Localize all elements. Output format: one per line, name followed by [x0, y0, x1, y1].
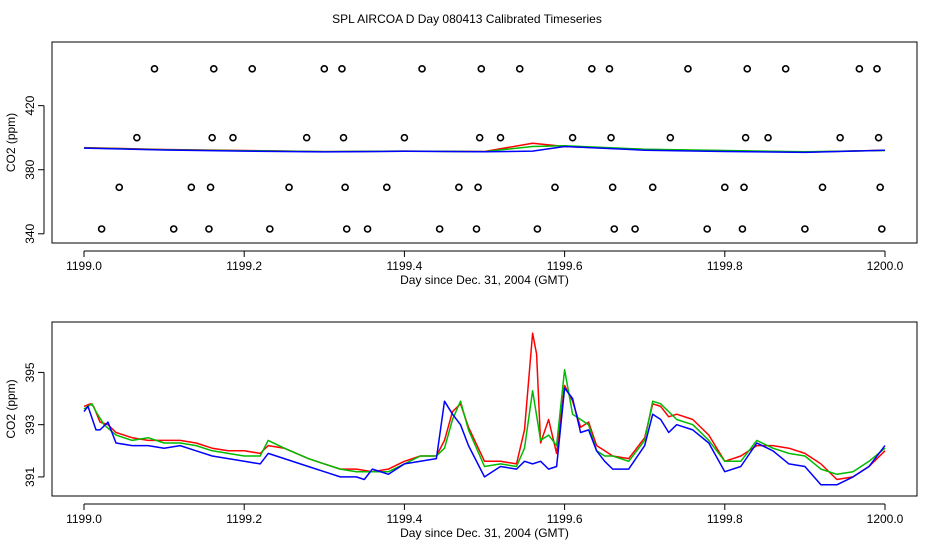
data-point-marker: [169, 225, 178, 233]
data-point-marker: [341, 183, 349, 192]
data-point-marker: [382, 183, 391, 192]
y-tick-label: 420: [23, 95, 37, 115]
data-point-marker: [648, 183, 657, 192]
data-point-marker: [97, 225, 106, 233]
y-tick-label: 380: [23, 159, 37, 179]
data-point-marker: [720, 183, 729, 192]
data-point-marker: [209, 65, 218, 73]
figure-title: SPL AIRCOA D Day 080413 Calibrated Times…: [332, 12, 602, 26]
x-axis-label: Day since Dec. 31, 2004 (GMT): [400, 526, 569, 540]
series-line-blue: [83, 145, 886, 154]
data-point-marker: [764, 133, 772, 142]
data-point-marker: [876, 183, 884, 192]
x-tick-label: 1199.2: [226, 512, 262, 526]
data-point-marker: [855, 65, 864, 73]
data-point-marker: [877, 225, 886, 233]
data-point-marker: [610, 225, 619, 233]
x-tick-label: 1200.0: [867, 512, 904, 526]
upper-panel: 1199.0 1199.2 1199.4 1199.6 1199.8 1200.0 Day …: [4, 41, 918, 287]
data-point-marker: [474, 183, 482, 192]
data-point-marker: [302, 133, 311, 142]
data-point-marker: [607, 133, 615, 142]
y-axis-label: CO2 (ppm): [4, 379, 18, 438]
y-tick-label: 391: [23, 467, 37, 487]
data-point-marker: [248, 65, 257, 73]
x-tick-label: 1199.0: [66, 512, 102, 526]
y-tick-label: 340: [23, 223, 37, 243]
x-tick-label: 1199.0: [66, 259, 102, 273]
lower-panel: 1199.0 1199.2 1199.4 1199.6 1199.8 1200.0 Day …: [4, 321, 918, 540]
data-point-marker: [740, 183, 748, 192]
data-point-marker: [873, 65, 881, 73]
data-point-marker: [229, 133, 237, 142]
y-axis-label: CO2 (ppm): [4, 113, 18, 172]
data-point-marker: [605, 65, 614, 73]
data-point-marker: [418, 65, 426, 73]
data-point-marker: [477, 65, 486, 73]
data-point-marker: [818, 183, 827, 192]
data-point-marker: [568, 133, 577, 142]
data-point-marker: [631, 225, 639, 233]
plot-frame: [51, 321, 918, 497]
x-tick-label: 1200.0: [867, 259, 904, 273]
data-point-marker: [455, 183, 463, 192]
data-point-marker: [738, 225, 747, 233]
x-tick-label: 1199.4: [386, 259, 422, 273]
x-tick-label: 1199.4: [386, 512, 422, 526]
data-point-marker: [400, 133, 409, 142]
data-point-marker: [475, 133, 484, 142]
data-point-marker: [150, 65, 159, 73]
data-point-marker: [666, 133, 675, 142]
data-point-marker: [115, 183, 124, 192]
data-point-marker: [205, 225, 213, 233]
data-point-marker: [836, 133, 844, 142]
data-point-marker: [874, 133, 883, 142]
series-line-red: [83, 332, 886, 481]
data-point-marker: [472, 225, 481, 233]
data-point-marker: [339, 133, 348, 142]
x-tick-label: 1199.6: [547, 512, 583, 526]
data-point-marker: [801, 225, 809, 233]
y-tick-label: 395: [23, 362, 37, 382]
data-point-marker: [781, 65, 790, 73]
data-point-marker: [684, 65, 692, 73]
data-point-marker: [496, 133, 505, 142]
data-point-marker: [266, 225, 274, 233]
y-tick-label: 393: [23, 414, 37, 434]
data-point-marker: [363, 225, 372, 233]
plot-frame: [51, 41, 918, 244]
data-point-marker: [533, 225, 542, 233]
data-point-marker: [743, 65, 752, 73]
x-tick-label: 1199.8: [707, 512, 743, 526]
data-point-marker: [133, 133, 141, 142]
data-point-marker: [588, 65, 596, 73]
data-point-marker: [320, 65, 329, 73]
data-point-marker: [206, 183, 215, 192]
data-point-marker: [741, 133, 750, 142]
data-point-marker: [208, 133, 216, 142]
x-tick-label: 1199.6: [547, 259, 583, 273]
data-point-marker: [285, 183, 293, 192]
data-point-marker: [338, 65, 346, 73]
data-point-marker: [187, 183, 196, 192]
series-line-green: [83, 369, 886, 476]
data-point-marker: [551, 183, 559, 192]
data-point-marker: [608, 183, 617, 192]
data-point-marker: [435, 225, 444, 233]
data-point-marker: [703, 225, 711, 233]
series-line-blue: [83, 387, 886, 486]
x-axis-label: Day since Dec. 31, 2004 (GMT): [400, 273, 569, 287]
data-point-marker: [342, 225, 351, 233]
x-tick-label: 1199.2: [226, 259, 262, 273]
data-point-marker: [515, 65, 524, 73]
x-tick-label: 1199.8: [707, 259, 743, 273]
